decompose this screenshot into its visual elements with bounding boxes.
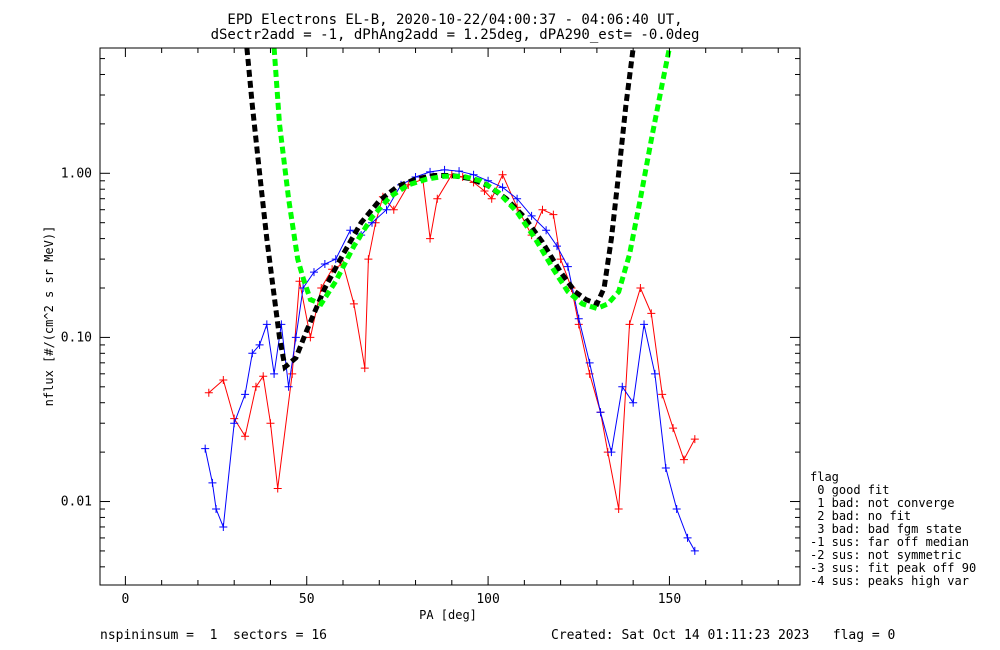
data-point-marker xyxy=(585,358,594,367)
data-point-marker xyxy=(349,299,358,308)
legend-entry: -4 sus: peaks high var xyxy=(810,574,969,588)
data-point-marker xyxy=(625,320,634,329)
data-point-marker xyxy=(364,255,373,264)
data-point-marker xyxy=(563,262,572,271)
data-point-marker xyxy=(230,419,239,428)
data-point-marker xyxy=(658,390,667,399)
data-point-marker xyxy=(389,205,398,214)
data-point-marker xyxy=(542,226,551,235)
data-point-marker xyxy=(614,505,623,514)
data-point-marker xyxy=(204,388,213,397)
data-point-marker xyxy=(273,484,282,493)
data-point-marker xyxy=(219,522,228,531)
data-point-marker xyxy=(607,448,616,457)
y-tick-label: 0.01 xyxy=(61,495,92,510)
data-point-marker xyxy=(320,260,329,269)
legend-entry: -1 sus: far off median xyxy=(810,535,969,549)
footer-spin-info: nspininsum = 1 sectors = 16 xyxy=(100,628,327,643)
data-point-marker xyxy=(219,376,228,385)
data-point-marker xyxy=(346,226,355,235)
footer-created-info: Created: Sat Oct 14 01:11:23 2023 flag =… xyxy=(551,628,895,643)
data-point-marker xyxy=(241,432,250,441)
data-point-marker xyxy=(672,505,681,514)
data-point-marker xyxy=(690,546,699,555)
data-point-marker xyxy=(284,382,293,391)
data-point-marker xyxy=(266,419,275,428)
plot-frame xyxy=(99,47,801,586)
data-point-marker xyxy=(291,333,300,342)
data-point-marker xyxy=(669,424,678,433)
data-point-marker xyxy=(552,242,561,251)
chart-title: EPD Electrons EL-B, 2020-10-22/04:00:37 … xyxy=(227,12,682,28)
data-point-marker xyxy=(248,349,257,358)
data-point-marker xyxy=(212,505,221,514)
data-point-marker xyxy=(647,309,656,318)
data-point-marker xyxy=(679,455,688,464)
data-point-marker xyxy=(549,210,558,219)
data-point-marker xyxy=(480,187,489,195)
x-tick-label: 100 xyxy=(476,592,499,607)
data-point-marker xyxy=(288,369,297,378)
data-point-marker xyxy=(469,170,478,179)
legend-title: flag xyxy=(810,470,839,484)
legend-entry: 2 bad: no fit xyxy=(810,509,911,523)
data-point-marker xyxy=(629,398,638,407)
axis-layer: 0 50 100 150 0.01 0.10 1.00 xyxy=(61,48,800,607)
data-point-marker xyxy=(618,382,627,391)
data-point-marker xyxy=(487,194,496,203)
chart-subtitle: dSectr2add = -1, dPhAng2add = 1.25deg, d… xyxy=(211,27,700,43)
legend-entry: 0 good fit xyxy=(810,483,889,497)
data-point-marker xyxy=(382,205,391,214)
series-layer xyxy=(201,48,699,555)
data-point-marker xyxy=(596,408,605,417)
flux-series-0 xyxy=(208,173,696,510)
data-point-marker xyxy=(440,165,449,174)
data-point-marker xyxy=(262,320,271,329)
data-point-marker xyxy=(527,211,536,220)
data-point-marker xyxy=(498,170,507,179)
data-point-marker xyxy=(683,533,692,542)
data-point-marker xyxy=(270,369,279,378)
data-point-marker xyxy=(255,340,264,349)
y-tick-label: 1.00 xyxy=(61,166,92,181)
data-point-marker xyxy=(208,478,217,487)
y-axis-label: nflux [#/(cm^2 s sr MeV)] xyxy=(42,226,56,407)
data-point-marker xyxy=(259,372,268,381)
data-point-marker xyxy=(661,464,670,473)
x-tick-label: 150 xyxy=(658,592,681,607)
flux-series-1 xyxy=(204,169,696,552)
y-tick-label: 0.10 xyxy=(61,330,92,345)
legend-entry: 3 bad: bad fgm state xyxy=(810,522,962,536)
data-point-marker xyxy=(360,364,369,373)
x-tick-label: 50 xyxy=(299,592,315,607)
data-point-marker xyxy=(426,234,435,243)
data-point-marker xyxy=(538,205,547,214)
data-point-marker xyxy=(241,390,250,399)
legend-entry: 1 bad: not converge xyxy=(810,496,955,510)
data-point-marker xyxy=(636,284,645,293)
data-point-marker xyxy=(513,194,522,203)
data-point-marker xyxy=(574,314,583,323)
legend: flag 0 good fit 1 bad: not converge 2 ba… xyxy=(810,470,976,588)
x-tick-label: 0 xyxy=(121,592,129,607)
data-point-marker xyxy=(251,382,260,391)
data-point-marker xyxy=(690,435,699,444)
data-point-marker xyxy=(306,333,315,342)
x-axis-label: PA [deg] xyxy=(419,608,477,622)
data-point-marker xyxy=(556,255,565,264)
legend-entry: -3 sus: fit peak off 90 xyxy=(810,561,976,575)
data-point-marker xyxy=(433,194,442,203)
legend-entry: -2 sus: not symmetric xyxy=(810,548,962,562)
data-point-marker xyxy=(650,369,659,378)
data-point-marker xyxy=(201,444,210,453)
data-point-marker xyxy=(309,268,318,277)
data-point-marker xyxy=(640,320,649,329)
data-point-marker xyxy=(498,183,507,192)
